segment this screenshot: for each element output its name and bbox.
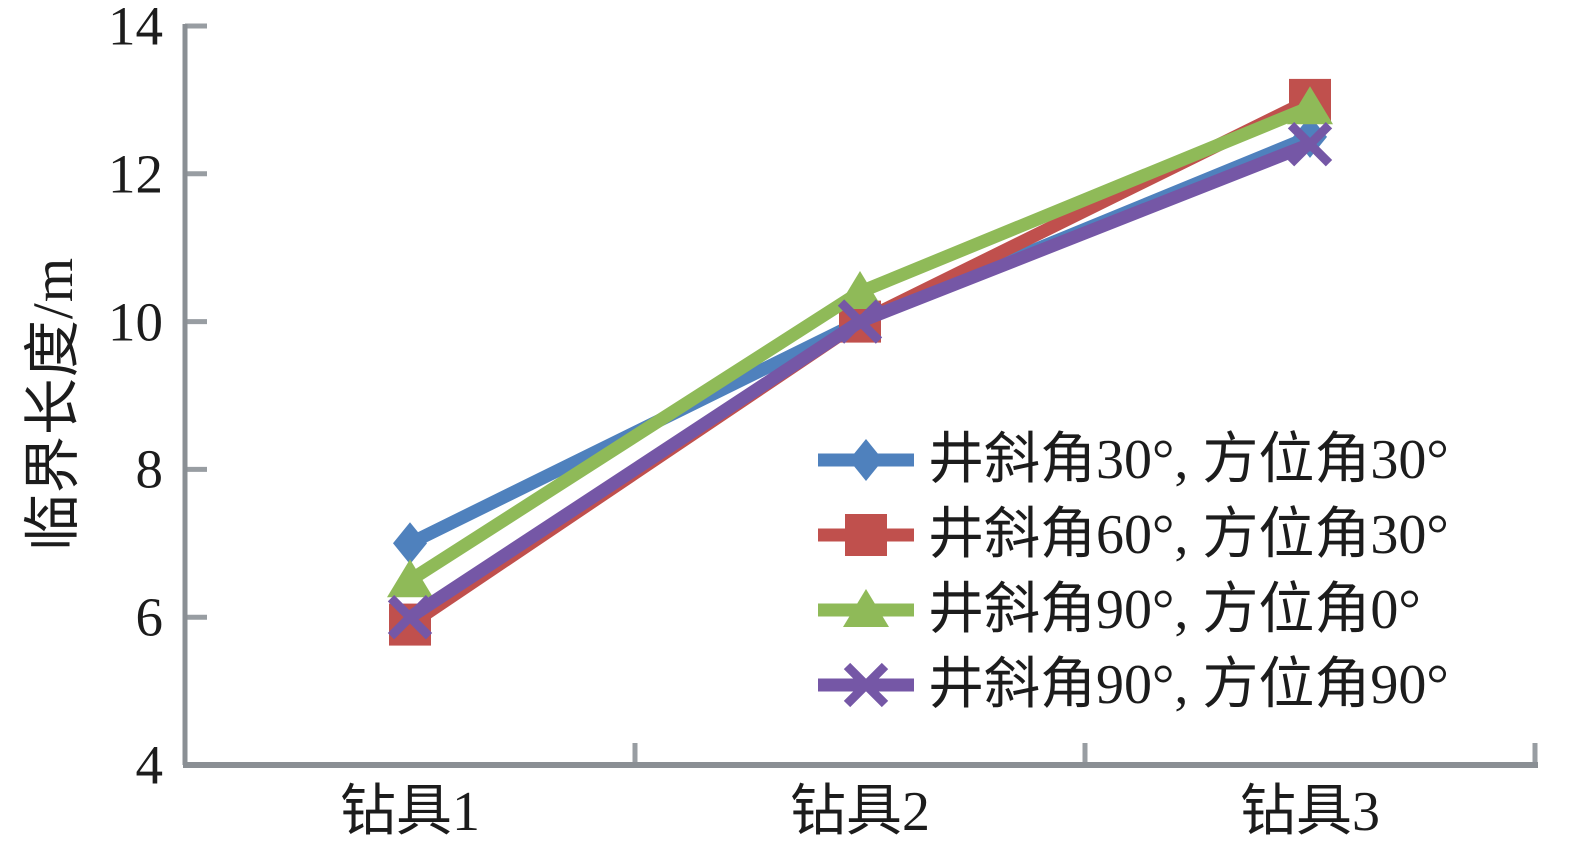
diamond-marker (849, 439, 883, 481)
diamond-marker (393, 522, 427, 565)
legend-swatch-diamond-icon (818, 439, 914, 481)
y-tick-label: 10 (108, 291, 163, 353)
legend-item: 井斜角30°, 方位角30° (818, 424, 1449, 496)
triangle-marker (387, 559, 433, 598)
legend-item: 井斜角90°, 方位角90° (818, 649, 1449, 721)
triangle-marker (1287, 86, 1333, 125)
legend-item: 井斜角60°, 方位角30° (818, 499, 1449, 571)
x-marker (837, 299, 883, 344)
y-tick-labels: 4 6 8 10 12 14 (0, 0, 163, 858)
legend-swatch-triangle-icon (818, 589, 914, 627)
legend-swatch-x-icon (818, 662, 914, 708)
legend-label: 井斜角90°, 方位角90° (928, 654, 1449, 716)
x-marker (1287, 122, 1333, 167)
y-tick-label: 8 (135, 438, 164, 500)
x-marker (387, 595, 433, 640)
y-tick-label: 4 (135, 734, 164, 796)
legend: 井斜角30°, 方位角30° 井斜角60°, 方位角30° 井斜角90°, 方位角0… (818, 424, 1449, 724)
legend-label: 井斜角60°, 方位角30° (928, 504, 1449, 566)
legend-label: 井斜角30°, 方位角30° (928, 429, 1449, 491)
x-axis-label: 钻具3 (1240, 781, 1380, 843)
legend-label: 井斜角90°, 方位角0° (928, 579, 1421, 641)
x-axis-label: 钻具1 (340, 781, 480, 843)
x-axis-label: 钻具2 (790, 781, 930, 843)
x-marker (843, 662, 889, 708)
triangle-marker (837, 271, 883, 310)
legend-swatch-square-icon (818, 514, 914, 556)
y-tick-label: 6 (135, 586, 164, 648)
legend-item: 井斜角90°, 方位角0° (818, 574, 1449, 646)
triangle-marker (843, 589, 889, 627)
square-marker (845, 514, 887, 556)
y-tick-label: 12 (108, 143, 163, 205)
y-tick-label: 14 (108, 0, 163, 57)
